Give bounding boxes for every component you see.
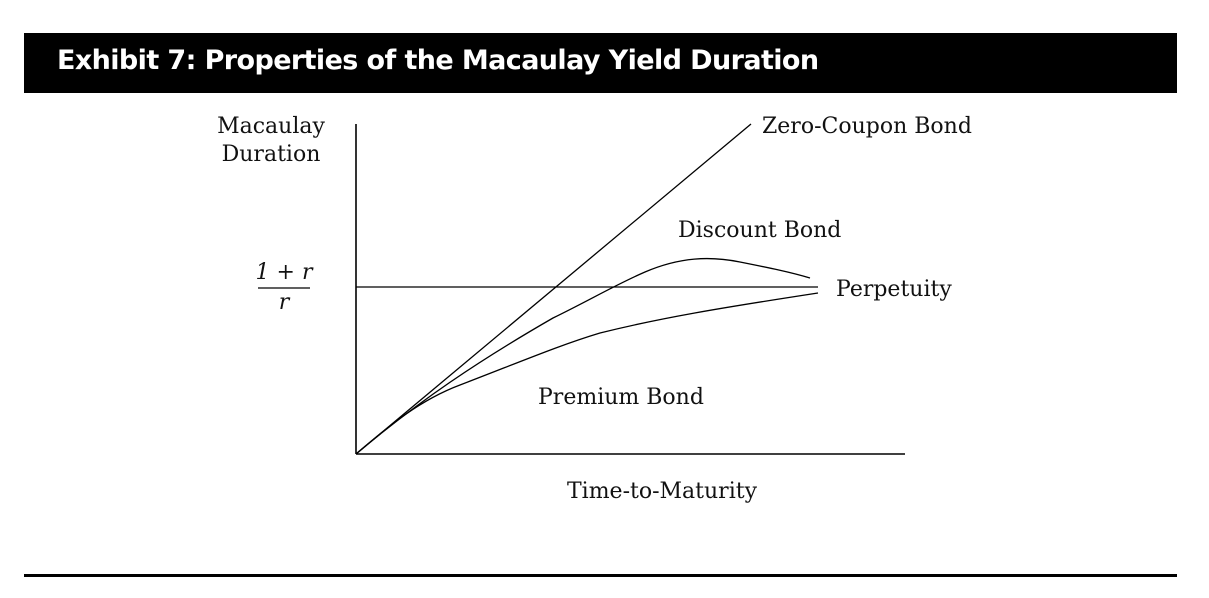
y-axis-label-line1: Macaulay xyxy=(217,114,325,139)
x-axis-label: Time-to-Maturity xyxy=(567,479,758,504)
exhibit-title: Exhibit 7: Properties of the Macaulay Yi… xyxy=(57,45,819,76)
premium-bond-label: Premium Bond xyxy=(538,385,704,410)
y-mark-numerator: 1 + r xyxy=(256,260,314,285)
premium-bond-curve xyxy=(355,292,819,455)
exhibit-header: Exhibit 7: Properties of the Macaulay Yi… xyxy=(24,33,1177,93)
y-mark-denominator: r xyxy=(279,290,291,315)
discount-bond-curve xyxy=(355,257,811,455)
zero-coupon-curve xyxy=(355,123,752,455)
bottom-rule xyxy=(24,574,1177,577)
zero-coupon-label: Zero-Coupon Bond xyxy=(762,114,972,139)
perpetuity-label: Perpetuity xyxy=(836,277,952,302)
y-axis-label-line2: Duration xyxy=(222,142,321,167)
discount-bond-label: Discount Bond xyxy=(678,218,841,243)
